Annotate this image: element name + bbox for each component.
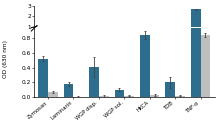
Bar xyxy=(150,37,159,38)
Bar xyxy=(165,35,175,38)
Bar xyxy=(140,29,150,38)
Bar xyxy=(124,37,134,38)
Bar xyxy=(150,95,159,97)
Bar xyxy=(48,92,58,97)
Bar xyxy=(38,32,48,38)
Bar xyxy=(200,35,210,97)
Bar xyxy=(175,37,185,38)
Bar xyxy=(64,84,73,97)
Bar xyxy=(99,37,108,38)
Bar xyxy=(89,33,99,38)
Bar xyxy=(64,36,73,38)
Bar xyxy=(48,37,58,38)
Bar xyxy=(38,59,48,97)
Bar xyxy=(191,0,200,97)
Bar xyxy=(140,35,150,97)
Text: OD (630 nm): OD (630 nm) xyxy=(3,40,8,78)
Bar xyxy=(175,96,185,97)
Bar xyxy=(165,82,175,97)
Bar xyxy=(115,90,124,97)
Bar xyxy=(115,37,124,38)
Bar xyxy=(124,96,134,97)
Bar xyxy=(99,96,108,97)
Bar xyxy=(89,67,99,97)
Bar xyxy=(200,29,210,38)
Bar xyxy=(191,9,200,38)
